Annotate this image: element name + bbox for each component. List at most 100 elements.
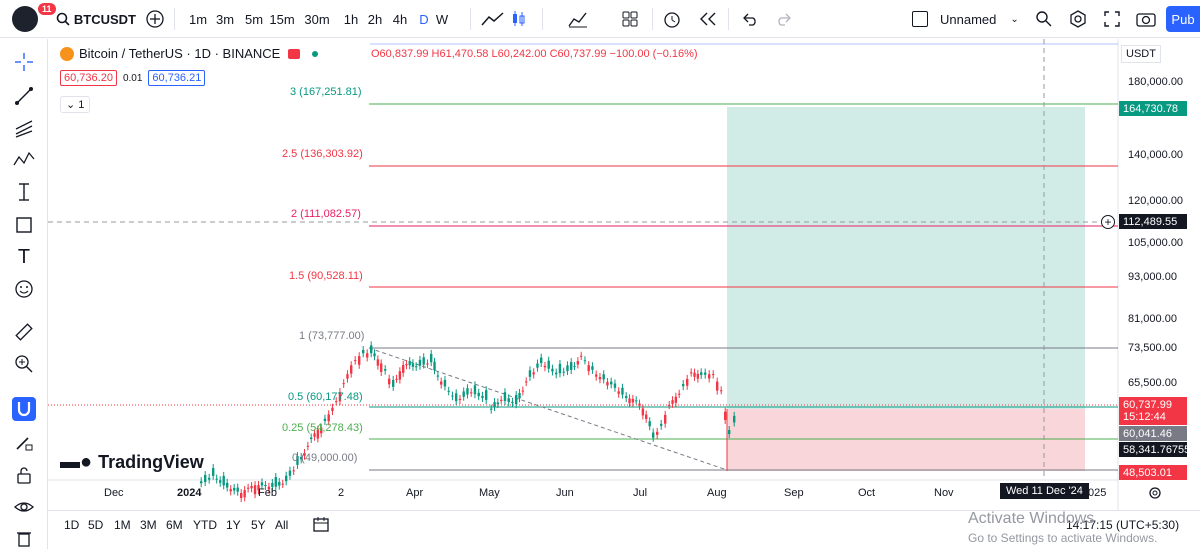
candle-body	[366, 353, 369, 358]
search-icon	[56, 12, 70, 26]
candle-body	[635, 400, 638, 402]
candle-body	[236, 487, 239, 492]
ruler-tool[interactable]	[12, 320, 36, 344]
interval-30m[interactable]: 30m	[304, 11, 330, 27]
candle-body	[573, 366, 576, 368]
interval-w[interactable]: W	[435, 11, 449, 27]
range-1y[interactable]: 1Y	[226, 518, 241, 532]
fib-trend-line[interactable]	[368, 347, 728, 471]
avatar-button[interactable]: 11	[10, 0, 56, 38]
hide-drawings-tool[interactable]	[12, 495, 36, 519]
text-icon: T	[17, 245, 31, 268]
chart-type-line-button[interactable]	[478, 0, 508, 38]
range-5y[interactable]: 5Y	[251, 518, 266, 532]
candle-body	[246, 487, 250, 489]
long-position-tool[interactable]	[12, 180, 36, 204]
lock-drawings-tool[interactable]	[12, 463, 36, 487]
fib-tool[interactable]	[12, 116, 36, 140]
clock-timezone[interactable]: 14:17:15 (UTC+5:30)	[1066, 518, 1180, 532]
flag-icon[interactable]	[288, 48, 301, 59]
range-3m[interactable]: 3M	[140, 518, 157, 532]
candle-body	[358, 356, 361, 365]
interval-15m[interactable]: 15m	[269, 11, 295, 27]
candle-body	[613, 383, 617, 388]
fullscreen-button[interactable]	[1100, 0, 1124, 38]
range-5d[interactable]: 5D	[88, 518, 104, 532]
candle-body	[528, 370, 532, 377]
crosshair-date-tag: Wed 11 Dec '24	[1000, 483, 1089, 499]
time-tick-label: Sep	[784, 487, 804, 499]
time-tick-label: Jul	[633, 487, 648, 499]
chart-type-candles-button[interactable]	[509, 0, 529, 38]
pattern-tool[interactable]	[12, 147, 36, 171]
range-all[interactable]: All	[275, 518, 289, 532]
range-1d[interactable]: 1D	[64, 518, 80, 532]
range-ytd[interactable]: YTD	[193, 518, 217, 532]
add-alert-icon[interactable]: +	[1101, 215, 1115, 229]
templates-button[interactable]	[620, 0, 640, 38]
candle-body	[388, 378, 391, 385]
remove-drawings-tool[interactable]	[12, 526, 36, 550]
interval-2h[interactable]: 2h	[367, 11, 383, 27]
profit-zone[interactable]	[727, 107, 1085, 409]
interval-d[interactable]: D	[419, 11, 429, 27]
top-toolbar: 11 BTCUSDT 1m 3m 5m 15m 30m 1h 2h 4h D W Unnamed …	[0, 0, 1200, 38]
snapshot-button[interactable]	[1134, 0, 1158, 38]
magnet-tool[interactable]	[12, 397, 36, 421]
price-tick-label: 105,000.00	[1128, 237, 1184, 249]
interval-4h[interactable]: 4h	[392, 11, 408, 27]
layout-menu-button[interactable]: Unnamed ⌄	[912, 0, 1022, 38]
loss-zone[interactable]	[727, 409, 1085, 471]
undo-button[interactable]	[738, 0, 762, 38]
interval-1m[interactable]: 1m	[188, 11, 208, 27]
candle-body	[518, 392, 521, 399]
zoom-tool[interactable]	[12, 352, 36, 376]
candle-body	[511, 401, 514, 404]
axis-settings-button[interactable]	[1148, 486, 1162, 505]
text-tool[interactable]: T	[12, 245, 36, 269]
stay-drawing-tool[interactable]	[12, 430, 36, 454]
interval-5m[interactable]: 5m	[244, 11, 264, 27]
redo-button[interactable]	[772, 0, 796, 38]
range-1m[interactable]: 1M	[114, 518, 131, 532]
candle-body	[566, 365, 569, 372]
avatar	[12, 6, 38, 32]
lock-icon	[17, 467, 31, 484]
settings-button[interactable]	[1066, 0, 1090, 38]
candle-body	[303, 452, 306, 456]
symbol-search-button[interactable]: BTCUSDT	[56, 0, 136, 38]
currency-selector[interactable]: USDT	[1121, 45, 1161, 63]
sell-button[interactable]: 60,736.20	[60, 70, 117, 86]
candle-body	[507, 398, 510, 403]
crosshair-tool[interactable]	[12, 50, 36, 74]
legend-collapse-button[interactable]: ⌄ 1	[60, 96, 91, 113]
compare-symbol-button[interactable]	[143, 0, 167, 38]
indicators-button[interactable]	[566, 0, 590, 38]
candle-body	[292, 470, 295, 472]
candle-body	[547, 360, 550, 369]
candle-body	[433, 361, 436, 371]
interval-1h[interactable]: 1h	[343, 11, 359, 27]
interval-3m[interactable]: 3m	[215, 11, 235, 27]
replay-button[interactable]	[696, 0, 720, 38]
candle-body	[455, 393, 458, 402]
activate-windows-title: Activate Windows	[968, 510, 1095, 527]
tradingview-watermark[interactable]: ▬● TradingView	[60, 451, 204, 474]
icon-tool[interactable]	[12, 277, 36, 301]
rewind-icon	[700, 12, 716, 26]
alert-button[interactable]	[660, 0, 684, 38]
candle-body	[576, 361, 580, 365]
candle-body	[696, 373, 700, 379]
range-6m[interactable]: 6M	[166, 518, 183, 532]
quick-search-button[interactable]	[1032, 0, 1056, 38]
trend-line-tool[interactable]	[12, 84, 36, 108]
candle-body	[327, 414, 330, 422]
buy-button[interactable]: 60,736.21	[148, 70, 206, 86]
shape-tool[interactable]	[12, 213, 36, 237]
publish-button[interactable]: Pub	[1166, 6, 1200, 32]
price-tick-label: 73,500.00	[1128, 342, 1177, 354]
candle-body	[656, 431, 659, 435]
date-range-button[interactable]	[312, 515, 330, 536]
candle-body	[300, 457, 303, 460]
